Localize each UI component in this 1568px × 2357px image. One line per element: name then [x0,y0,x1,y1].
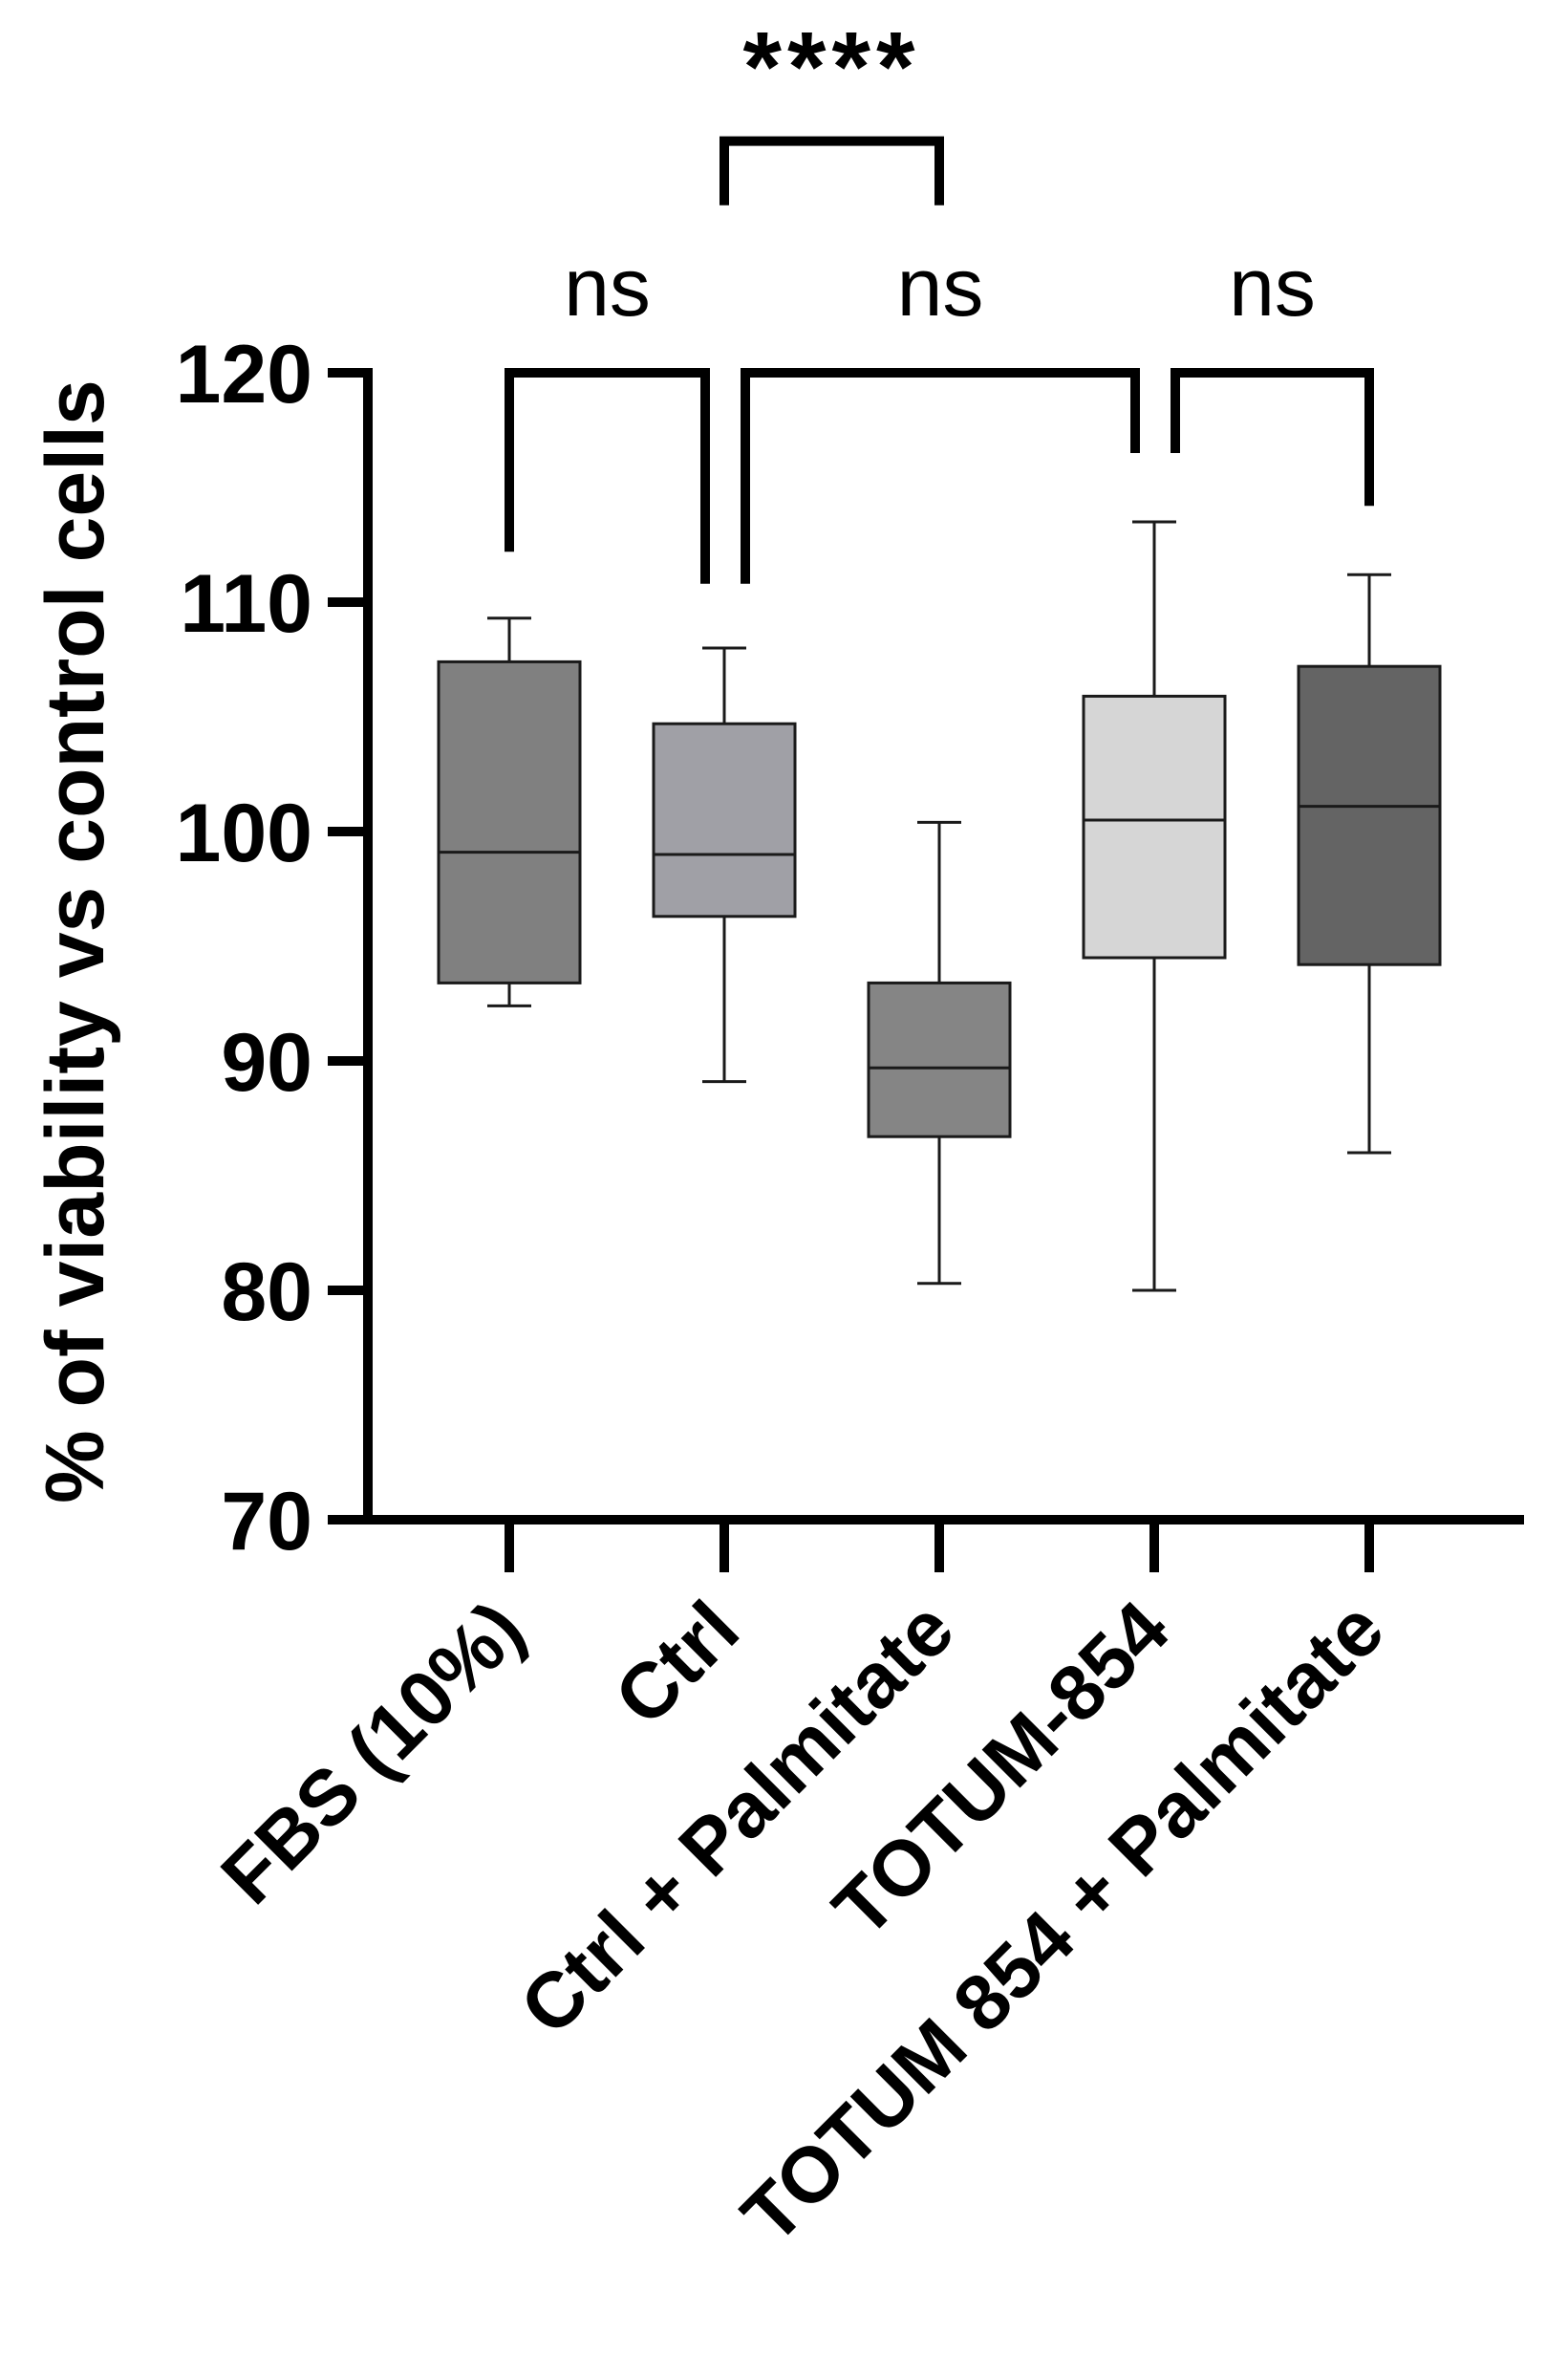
significance-bracket [741,368,1140,584]
significance-bracket [720,136,944,205]
significance-ns-label: ns [1229,242,1316,334]
box-2 [652,646,797,1084]
box-1 [437,616,582,1007]
iqr-box [867,981,1012,1138]
iqr-box [437,660,582,984]
comparison-3: ns [1171,242,1374,507]
significance-bracket [505,368,710,584]
x-category-label: Ctrl [599,1585,756,1741]
significance-ns-label: ns [564,242,651,334]
y-tick-label: 80 [221,1246,312,1338]
significance-bracket [1171,368,1374,507]
box-series [437,520,1442,1292]
y-tick-label: 110 [180,558,312,650]
box-5 [1297,573,1442,1155]
box-3 [867,820,1012,1286]
y-tick-label: 90 [221,1017,312,1109]
significance-brackets: ns ns ns **** [505,12,1374,584]
y-tick-label: 100 [176,788,313,879]
comparison-4: **** [720,12,944,205]
comparison-2: ns [741,242,1140,584]
y-axis-title: % of viability vs control cells [30,379,121,1503]
y-tick-label: 70 [221,1476,312,1568]
significance-ns-label: ns [897,242,984,334]
iqr-box [1082,694,1227,960]
iqr-box [652,722,797,919]
comparison-1: ns [505,242,710,584]
box-4 [1082,520,1227,1292]
x-category-label: FBS (10%) [205,1585,541,1920]
significance-stars: **** [743,12,921,123]
y-tick-label: 120 [176,329,313,421]
iqr-box [1297,664,1442,966]
